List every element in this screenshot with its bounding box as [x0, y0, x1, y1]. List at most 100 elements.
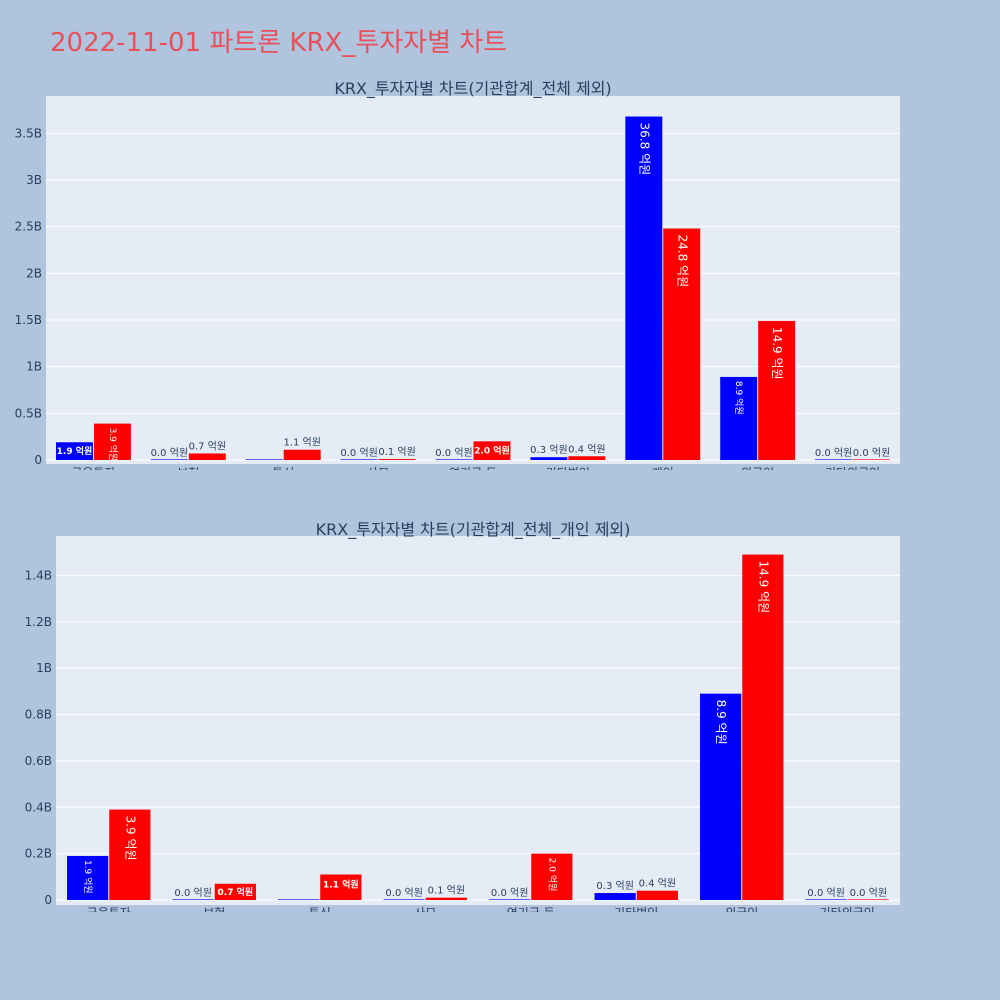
y-axis: 0 0.2B 0.4B 0.6B 0.8B 1B 1.2B 1.4B [25, 568, 52, 907]
x-tick-label: 외국인 [741, 466, 774, 470]
bar [568, 456, 606, 460]
data-label: 3.9 억원 [123, 816, 137, 861]
data-label: 1.1 억원 [323, 878, 359, 890]
page-title: 2022-11-01 파트론 KRX_투자자별 차트 [50, 28, 508, 58]
data-label: 1.1 억원 [283, 437, 320, 449]
y-tick-label: 3.5B [15, 126, 42, 140]
x-tick-label: 투신 [272, 466, 294, 470]
data-label: 0.0 억원 [850, 887, 887, 899]
x-tick-label: 기타법인 [546, 466, 590, 470]
y-tick-label: 0 [34, 453, 42, 467]
bar [172, 899, 214, 900]
chart-all-investors: KRX_투자자별 차트(기관합계_전체 제외) 1.9 억원 3.9 억원 0.0 … [15, 79, 900, 470]
x-tick-label: 기타외국인 [820, 906, 875, 912]
bar [531, 853, 573, 900]
bars [67, 554, 889, 900]
data-labels: 1.9 억원 3.9 억원 0.0 억원 0.7 억원 1.1 억원 0.0 억원 0.1 … [82, 561, 887, 899]
bar [742, 554, 784, 900]
bar [425, 897, 467, 900]
bar [473, 441, 511, 460]
data-label: 0.0 억원 [151, 447, 188, 459]
bar [188, 453, 226, 460]
x-tick-label: 금융투자 [71, 466, 115, 470]
bar [214, 883, 256, 900]
x-tick-label: 개인 [652, 466, 674, 470]
data-label: 0.0 억원 [435, 447, 472, 459]
bar [758, 320, 796, 460]
x-tick-label: 사모 [414, 906, 436, 912]
gridlines [46, 132, 900, 461]
y-tick-label: 1.2B [25, 615, 52, 629]
data-label: 0.7 억원 [189, 440, 226, 452]
x-tick-label: 투신 [309, 906, 331, 912]
bar [340, 459, 378, 460]
data-label: 0.0 억원 [385, 887, 422, 899]
data-label: 0.0 억원 [853, 447, 890, 459]
y-axis: 0 0.5B 1B 1.5B 2B 2.5B 3B 3.5B [15, 126, 42, 467]
bar [720, 376, 758, 460]
bar [530, 457, 568, 460]
data-label: 0.0 억원 [815, 447, 852, 459]
bar [489, 899, 531, 900]
data-label: 3.9 억원 [107, 428, 119, 462]
bar [636, 890, 678, 900]
chart-title: KRX_투자자별 차트(기관합계_전체_개인 제외) [316, 520, 631, 540]
y-tick-label: 1.5B [15, 313, 42, 327]
bar [625, 116, 663, 461]
bar [55, 442, 93, 460]
data-label: 0.4 억원 [639, 878, 676, 890]
x-tick-label: 보험 [177, 466, 199, 470]
bar [109, 809, 151, 900]
y-tick-label: 1B [26, 360, 42, 374]
bar [435, 459, 473, 460]
data-label: 14.9 억원 [770, 327, 784, 380]
bar [847, 899, 889, 900]
y-tick-label: 3B [26, 173, 42, 187]
bar [815, 459, 853, 460]
data-label: 0.0 억원 [491, 887, 528, 899]
x-tick-label: 기타법인 [614, 906, 658, 912]
bar [278, 899, 320, 900]
bar [594, 893, 636, 900]
plot-area [46, 96, 900, 464]
bar [378, 459, 416, 460]
x-tick-label: 기타외국인 [825, 466, 880, 470]
bar [150, 459, 188, 460]
data-label: 14.9 억원 [756, 561, 770, 614]
bar [700, 693, 742, 900]
x-axis: 금융투자 보험 투신 사모 연기금 등 기타법인 외국인 기타외국인 [87, 906, 875, 912]
bar [805, 899, 847, 900]
data-label: 0.4 억원 [568, 443, 605, 455]
y-tick-label: 0.2B [25, 847, 52, 861]
x-tick-label: 보험 [203, 906, 225, 912]
data-label: 1.9 억원 [82, 860, 94, 894]
bar [853, 459, 891, 460]
bar [283, 449, 321, 460]
x-tick-label: 연기금 등 [507, 906, 555, 912]
data-label: 8.9 억원 [733, 381, 745, 415]
data-label: 0.1 억원 [428, 885, 465, 897]
data-label: 8.9 억원 [714, 700, 728, 745]
y-tick-label: 0.8B [25, 708, 52, 722]
x-tick-label: 연기금 등 [449, 466, 497, 470]
data-label: 0.0 억원 [340, 447, 377, 459]
bar [245, 459, 283, 460]
data-label: 0.7 억원 [218, 886, 254, 898]
y-tick-label: 1B [36, 661, 52, 675]
bars [55, 116, 891, 461]
data-label: 36.8 억원 [637, 123, 651, 176]
x-tick-label: 금융투자 [87, 906, 131, 912]
data-label: 0.3 억원 [530, 444, 567, 456]
y-tick-label: 0.5B [15, 406, 42, 420]
data-label: 1.9 억원 [57, 445, 93, 457]
data-label: 0.3 억원 [596, 880, 633, 892]
chart-excluding-individual: KRX_투자자별 차트(기관합계_전체_개인 제외) 1.9 억원 3.9 억원 0… [25, 520, 900, 912]
bar [320, 874, 362, 900]
data-label: 24.8 억원 [675, 235, 689, 288]
x-tick-label: 사모 [367, 466, 389, 470]
data-label: 0.0 억원 [174, 887, 211, 899]
y-tick-label: 2.5B [15, 220, 42, 234]
data-label: 0.0 억원 [807, 887, 844, 899]
data-label: 2.0 억원 [546, 858, 558, 892]
